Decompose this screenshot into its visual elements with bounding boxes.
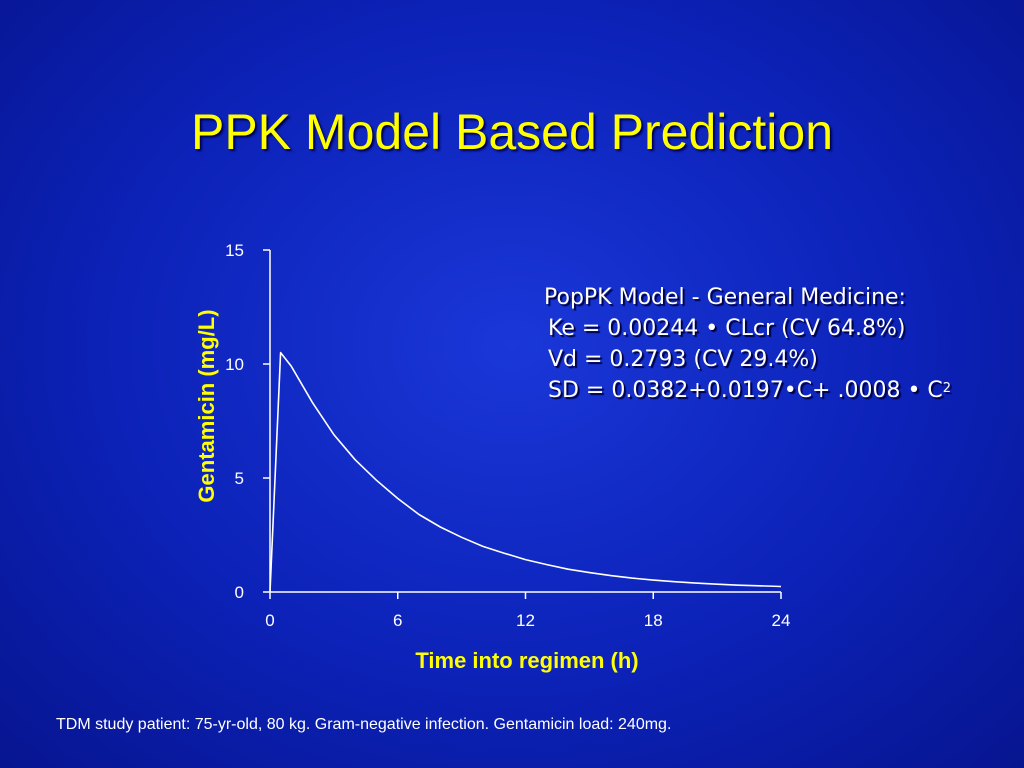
popk-model-annotation: PopPK Model - General Medicine: Ke = 0.0…: [544, 282, 1008, 406]
x-tick-label: 24: [772, 611, 791, 630]
concentration-curve-series-0: [269, 351, 782, 593]
footnote: TDM study patient: 75-yr-old, 80 kg. Gra…: [56, 716, 672, 733]
x-tick-label: 6: [393, 611, 402, 630]
chart-ticks: 0 5 10 15 0 6 12 18 24: [225, 241, 790, 630]
x-tick-label: 18: [644, 611, 663, 630]
y-tick-label: 5: [235, 469, 244, 488]
y-tick-label: 15: [225, 241, 244, 260]
model-line-sd-superscript: 2: [942, 381, 952, 396]
y-tick-label: 0: [235, 583, 244, 602]
model-line-sd-main: SD = 0.0382+0.0197•C+ .0008 • C: [548, 378, 943, 403]
y-axis-title: Gentamicin (mg/L): [194, 309, 219, 502]
x-tick-label: 12: [516, 611, 535, 630]
model-line-vd: Vd = 0.2793 (CV 29.4%): [548, 347, 818, 372]
model-line-ke: Ke = 0.00244 • CLcr (CV 64.8%): [548, 316, 906, 341]
y-tick-label: 10: [225, 355, 244, 374]
chart-series: [269, 351, 782, 593]
x-axis-title: Time into regimen (h): [415, 648, 638, 673]
model-line-sd: SD = 0.0382+0.0197•C+ .0008 • C2: [548, 375, 1008, 406]
x-tick-label: 0: [265, 611, 274, 630]
slide-title: PPK Model Based Prediction: [190, 104, 834, 160]
model-line-title: PopPK Model - General Medicine:: [544, 285, 906, 310]
